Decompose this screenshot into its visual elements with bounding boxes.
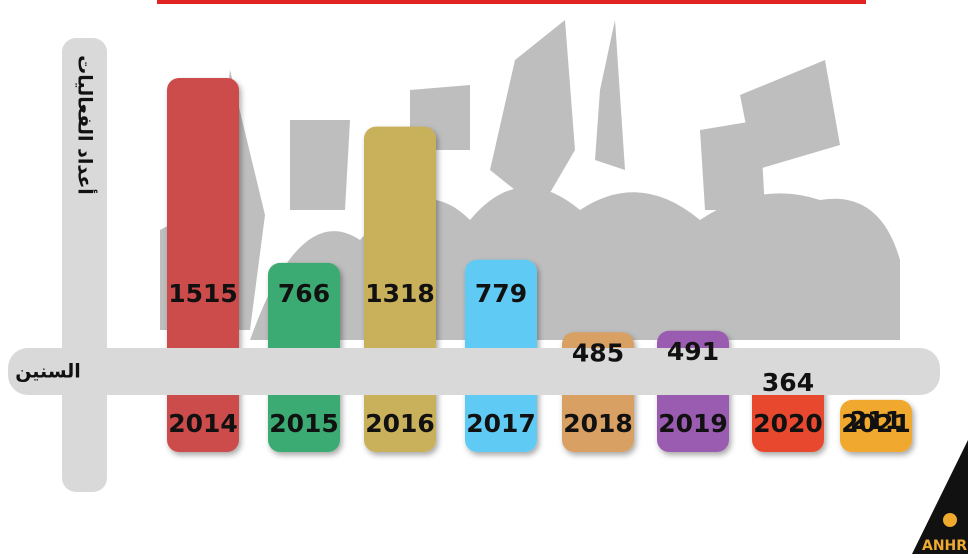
y-axis-label: أعداد الفعاليات bbox=[74, 55, 98, 195]
x-tick-label: 2016 bbox=[365, 409, 435, 438]
x-tick-label: 2021 bbox=[841, 409, 911, 438]
x-tick-label: 2020 bbox=[753, 409, 823, 438]
x-tick-label: 2015 bbox=[269, 409, 339, 438]
value-label: 1515 bbox=[168, 279, 238, 308]
logo: ANHR bbox=[912, 440, 968, 554]
value-label: 766 bbox=[278, 279, 330, 308]
value-label: 364 bbox=[762, 368, 814, 397]
x-tick-label: 2014 bbox=[168, 409, 238, 438]
value-label: 779 bbox=[475, 279, 527, 308]
value-label: 1318 bbox=[365, 279, 435, 308]
x-tick-label: 2019 bbox=[658, 409, 728, 438]
bar bbox=[167, 78, 239, 452]
logo-text: ANHR bbox=[922, 538, 967, 554]
page: أعداد الفعاليات السنين 1515 2014 766 2015 13… bbox=[0, 0, 968, 554]
x-tick-label: 2017 bbox=[466, 409, 536, 438]
top-rule bbox=[157, 0, 866, 4]
value-label: 491 bbox=[667, 337, 719, 366]
chart: أعداد الفعاليات السنين 1515 2014 766 2015 13… bbox=[0, 0, 968, 554]
x-tick-label: 2018 bbox=[563, 409, 633, 438]
x-axis-label: السنين bbox=[15, 361, 81, 383]
value-label: 485 bbox=[572, 338, 624, 367]
